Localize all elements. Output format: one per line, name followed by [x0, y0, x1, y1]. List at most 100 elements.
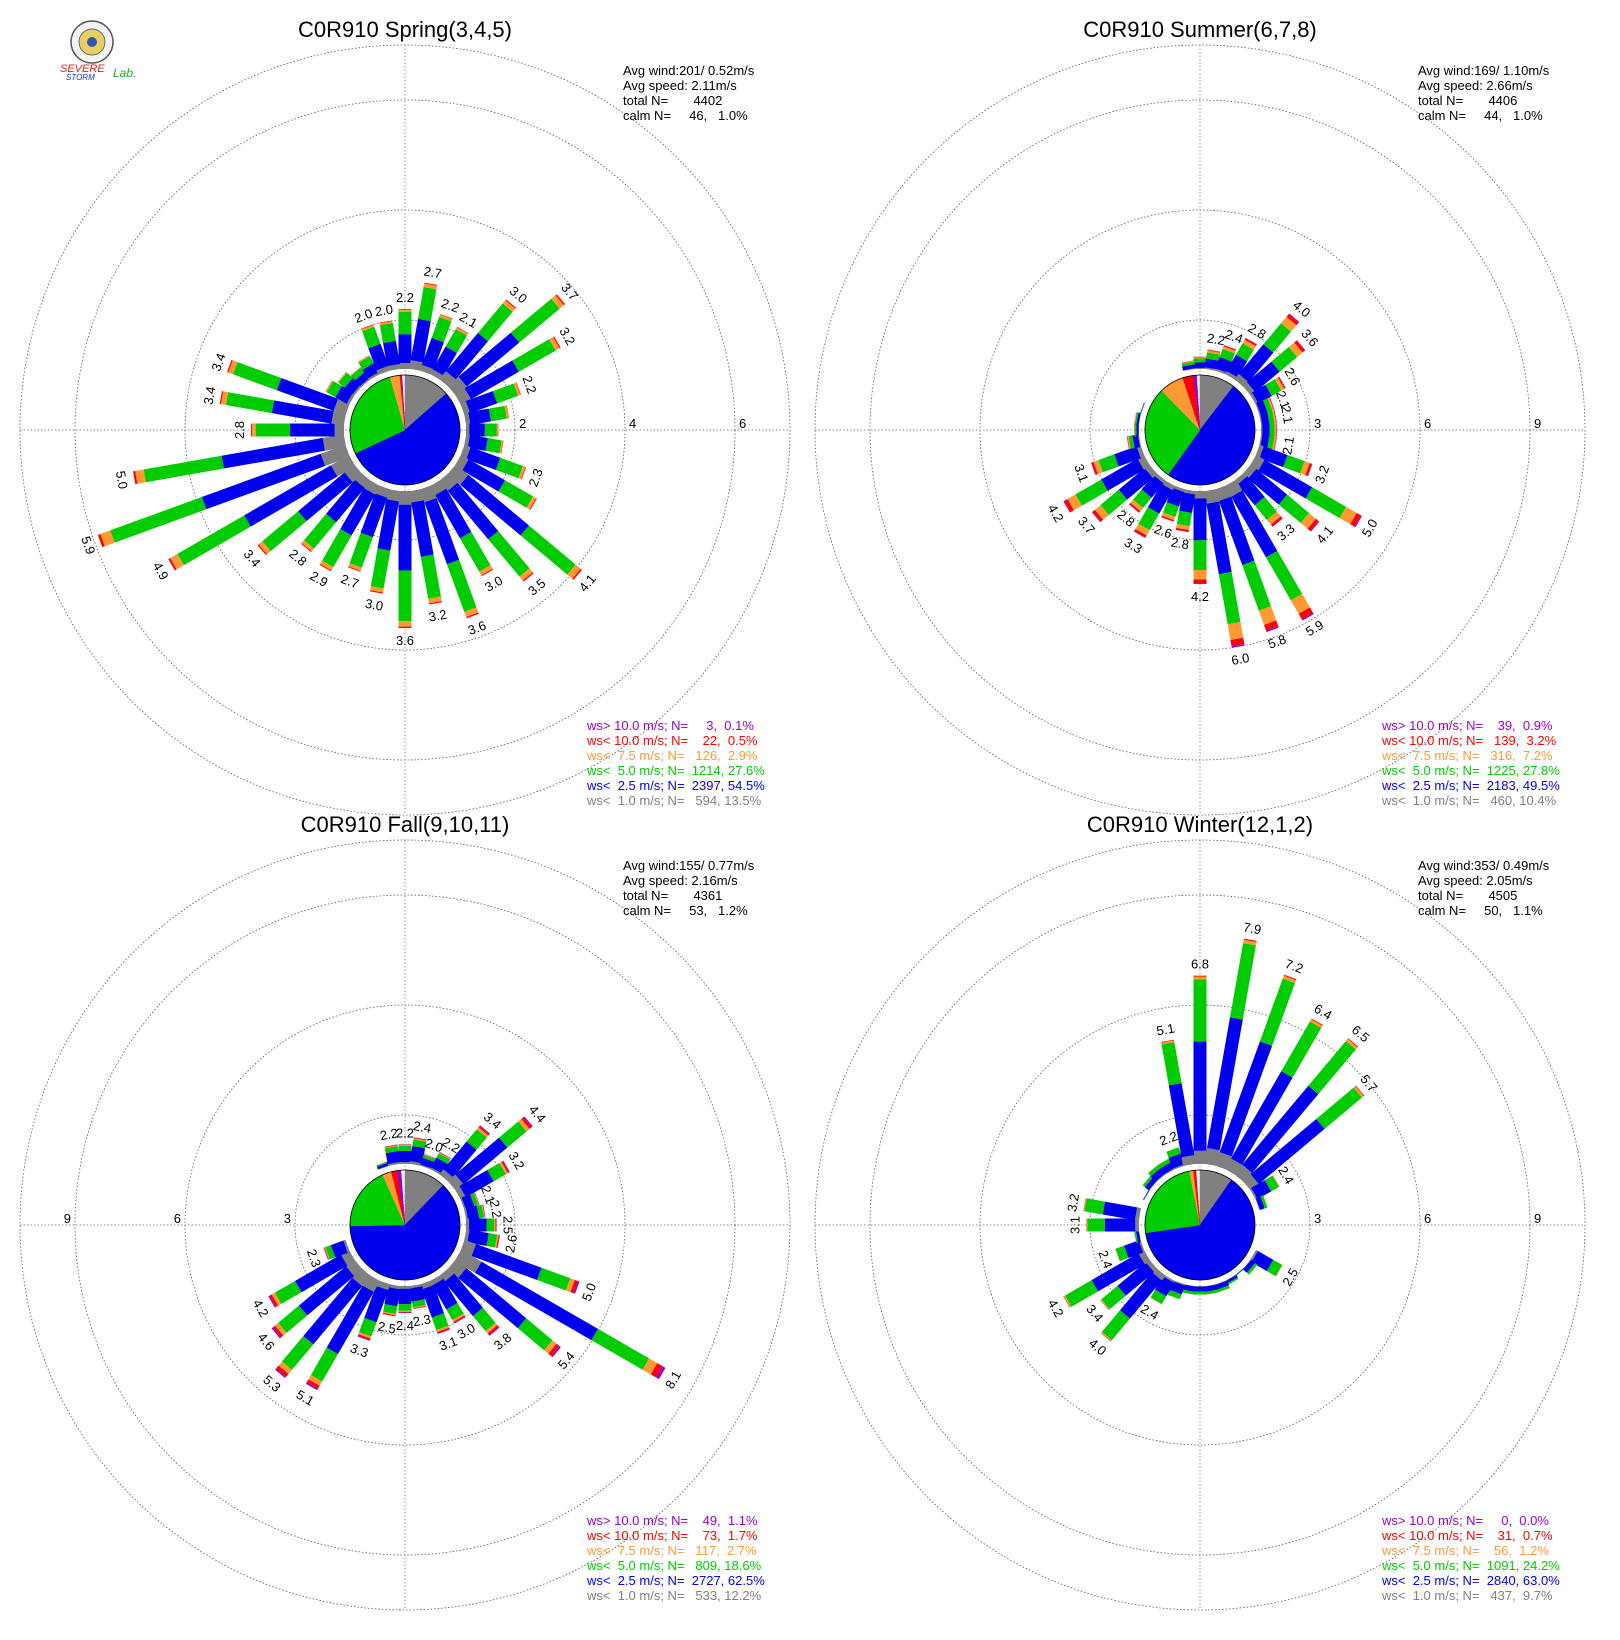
bar-segment [1137, 454, 1151, 470]
bar-segment [1138, 507, 1160, 531]
bar-segment [1205, 1292, 1219, 1295]
bar-segment [398, 1145, 412, 1146]
bar-segment [454, 1186, 466, 1201]
direction-bar [429, 479, 494, 577]
stats-calm: calm N= 50, 1.1% [1418, 903, 1543, 918]
bar-total-label: 5.3 [260, 1372, 283, 1395]
bar-segment [368, 343, 389, 371]
bar-segment [423, 283, 438, 290]
direction-bar [348, 485, 391, 572]
bar-total-label: 4.0 [1086, 1335, 1109, 1358]
bar-segment [500, 440, 504, 454]
bar-segment [1204, 1284, 1218, 1292]
direction-bar [1086, 1218, 1139, 1232]
bar-segment [357, 1334, 371, 1341]
bar-total-label: 4.2 [1045, 1297, 1067, 1320]
pie-outline [349, 1169, 461, 1281]
bar-segment [1126, 436, 1130, 450]
direction-bar [1193, 491, 1207, 584]
bar-segment [1273, 410, 1277, 424]
bar-segment [1235, 343, 1254, 362]
bar-segment [549, 336, 560, 351]
bar-segment [398, 308, 412, 310]
bar-total-label: 6.8 [1191, 957, 1209, 972]
bar-segment [1083, 1198, 1087, 1212]
pie-outline [1144, 374, 1256, 486]
direction-bar [1181, 360, 1196, 372]
direction-bar [419, 485, 479, 619]
bar-segment [1161, 1042, 1182, 1086]
direction-bar [409, 1283, 427, 1310]
bar-segment [1263, 1195, 1268, 1208]
bar-segment [1063, 1296, 1071, 1308]
bar-segment [387, 1283, 401, 1290]
bar-segment [1272, 518, 1283, 527]
bar-segment [1339, 506, 1357, 525]
bar-segment [1249, 392, 1259, 406]
bar-segment [219, 391, 224, 405]
bar-segment [423, 1154, 437, 1159]
bar-total-label: 2.9 [307, 568, 330, 590]
bar-segment [463, 412, 471, 426]
bar-segment [1260, 1195, 1268, 1209]
bar-segment [447, 482, 499, 540]
direction-bar [1249, 1249, 1283, 1277]
bar-segment [251, 423, 252, 437]
bar-segment [544, 1340, 557, 1354]
bar-segment [320, 444, 350, 466]
bar-segment [473, 1192, 479, 1206]
bar-segment [465, 1205, 480, 1221]
bar-segment [348, 563, 362, 571]
bar-segment [1193, 1291, 1207, 1295]
bar-segment [439, 314, 453, 322]
bar-total-label: 2.2 [519, 374, 539, 396]
bar-segment [1193, 357, 1207, 359]
bar-segment [565, 1278, 575, 1293]
bar-segment [201, 453, 326, 510]
bar-segment [1092, 509, 1104, 522]
bar-segment [458, 332, 520, 387]
bar-segment [227, 359, 233, 373]
stats-avg-speed: Avg speed: 2.05m/s [1418, 873, 1533, 888]
bar-segment [570, 1279, 578, 1294]
bar-segment [1271, 347, 1298, 372]
direction-bar [257, 464, 363, 556]
bar-segment [1182, 364, 1196, 371]
direction-bar [1214, 1280, 1230, 1293]
bar-segment [97, 533, 105, 548]
bar-segment [1246, 1262, 1258, 1275]
bar-segment [361, 324, 375, 332]
bar-segment [1155, 1276, 1175, 1297]
direction-bar [357, 1280, 391, 1341]
direction-bar [1204, 938, 1257, 1167]
bar-segment [1219, 348, 1235, 362]
bar-segment [1104, 1218, 1136, 1232]
bar-total-label: 2.6 [502, 1234, 520, 1254]
bar-segment [446, 559, 477, 612]
bar-segment [1259, 446, 1288, 468]
bar-segment [1301, 612, 1314, 621]
bar-segment [1193, 1286, 1207, 1287]
bar-segment [469, 423, 485, 437]
bar-segment [350, 366, 361, 376]
bar-total-label: 3.6 [1298, 326, 1321, 349]
bar-segment [398, 1150, 412, 1163]
bar-segment [466, 612, 479, 619]
bar-total-label: 3.0 [364, 596, 384, 614]
bar-segment [428, 596, 442, 604]
bar-segment [1063, 500, 1071, 513]
bar-segment [385, 1150, 401, 1165]
bar-segment [572, 568, 582, 580]
bar-segment [420, 1157, 435, 1169]
bar-total-label: 3.7 [558, 280, 581, 303]
bar-segment [476, 1204, 485, 1219]
bar-segment [340, 488, 376, 536]
bar-segment [431, 316, 452, 343]
bar-total-label: 5.1 [294, 1387, 317, 1409]
bar-total-label: 2.4 [412, 1118, 432, 1136]
bar-segment [495, 1234, 499, 1248]
direction-bar [1204, 488, 1245, 648]
bar-segment [460, 1197, 467, 1211]
bar-segment [485, 438, 502, 454]
direction-bar [1255, 397, 1275, 416]
